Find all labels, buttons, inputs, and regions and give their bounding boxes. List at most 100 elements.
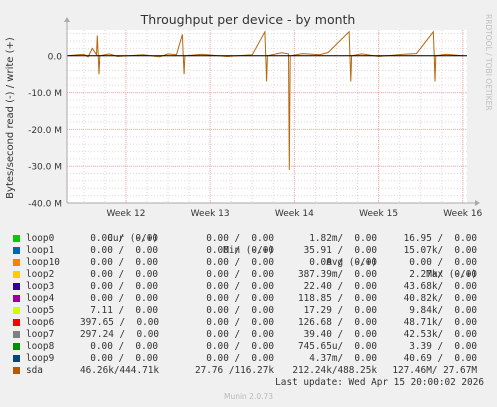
y-axis-label: Bytes/second read (-) / write (+) [5, 37, 16, 199]
legend-row-loop2: loop2 0.00 / 0.00 0.00 / 0.00 387.39m/ 0.00… [0, 269, 497, 281]
legend-avg: 1.82m/ 0.00 [309, 233, 377, 244]
legend-row-loop6: loop6 397.65 / 0.00 0.00 / 0.00 126.68 / 0.… [0, 317, 497, 329]
last-update: Last update: Wed Apr 15 20:00:02 2026 [275, 377, 484, 388]
legend-row-loop3: loop3 0.00 / 0.00 0.00 / 0.00 22.40 / 0.00 4… [0, 281, 497, 293]
y-tick-label: -20.0 M [28, 126, 62, 136]
legend-row-sda: sda 46.26k/444.71k 27.76 /116.27k 212.24k/4… [0, 365, 497, 377]
legend-cur: 0.00 / 0.00 [90, 341, 158, 352]
legend-cur: 46.26k/444.71k [80, 365, 160, 376]
legend-swatch [13, 343, 20, 350]
legend-cur: 0.00 / 0.00 [90, 257, 158, 268]
legend-avg: 118.85 / 0.00 [297, 293, 377, 304]
legend-min: 0.00 / 0.00 [206, 305, 274, 316]
legend-max: 15.07k/ 0.00 [403, 245, 477, 256]
legend-name: loop9 [26, 353, 55, 364]
x-tick-label: Week 16 [443, 209, 482, 219]
legend-max: 40.69 / 0.00 [403, 353, 477, 364]
legend-swatch [13, 367, 20, 374]
legend-max: 9.84k/ 0.00 [409, 305, 477, 316]
legend-swatch [13, 307, 20, 314]
legend-avg: 387.39m/ 0.00 [297, 269, 377, 280]
legend-row-loop8: loop8 0.00 / 0.00 0.00 / 0.00 745.65u/ 0.00… [0, 341, 497, 353]
legend-min: 27.76 /116.27k [194, 365, 274, 376]
legend-max: 43.68k/ 0.00 [403, 281, 477, 292]
legend-name: loop10 [26, 257, 60, 268]
legend-name: loop0 [26, 233, 55, 244]
legend-avg: 212.24k/488.25k [292, 365, 377, 376]
legend-avg: 35.91 / 0.00 [303, 245, 377, 256]
legend-min: 0.00 / 0.00 [206, 245, 274, 256]
throughput-chart: Throughput per device - by month Bytes/s… [5, 12, 493, 219]
legend-cur: 0.00 / 0.00 [90, 293, 158, 304]
x-tick-label: Week 15 [359, 209, 398, 219]
legend-name: loop4 [26, 293, 55, 304]
legend-max: 127.46M/ 27.67M [392, 365, 477, 376]
legend-cur: 0.00 / 0.00 [90, 353, 158, 364]
legend-min: 0.00 / 0.00 [206, 341, 274, 352]
legend-row-loop9: loop9 0.00 / 0.00 0.00 / 0.00 4.37m/ 0.00 40… [0, 353, 497, 365]
chart-title: Throughput per device - by month [140, 12, 356, 27]
legend-swatch [13, 331, 20, 338]
legend-swatch [13, 319, 20, 326]
legend-header-min: Min (-/+) [223, 245, 274, 256]
legend-swatch [13, 259, 20, 266]
legend-avg: 17.29 / 0.00 [303, 305, 377, 316]
legend-header-max: Max (-/+) [426, 269, 477, 280]
legend-max: 40.82k/ 0.00 [403, 293, 477, 304]
legend-header-avg: Avg (-/+) [326, 257, 377, 268]
legend-min: 0.00 / 0.00 [206, 257, 274, 268]
legend-cur: 297.24 / 0.00 [80, 329, 160, 340]
legend-row-loop7: loop7 297.24 / 0.00 0.00 / 0.00 39.40 / 0.0… [0, 329, 497, 341]
legend-name: loop2 [26, 269, 55, 280]
x-tick-label: Week 12 [106, 209, 145, 219]
rrdtool-watermark: RRDTOOL / TOBI OETIKER [484, 14, 493, 111]
legend-cur: 397.65 / 0.00 [80, 317, 160, 328]
legend-header: Cur (-/+) Min (-/+) Avg (-/+) Max (-/+) [0, 221, 497, 280]
x-tick-label: Week 14 [275, 209, 314, 219]
legend-cur: 0.00 / 0.00 [90, 269, 158, 280]
legend-name: loop3 [26, 281, 55, 292]
y-tick-label: -10.0 M [28, 89, 62, 99]
legend-name: loop5 [26, 305, 55, 316]
legend-name: loop7 [26, 329, 55, 340]
y-tick-label: 0.0 [48, 52, 63, 62]
legend-min: 0.00 / 0.00 [206, 269, 274, 280]
legend-min: 0.00 / 0.00 [206, 281, 274, 292]
legend-cur: 7.11 / 0.00 [90, 305, 158, 316]
legend-min: 0.00 / 0.00 [206, 317, 274, 328]
legend-max: 16.95 / 0.00 [403, 233, 477, 244]
x-axis-arrow [475, 200, 480, 206]
legend-avg: 4.37m/ 0.00 [309, 353, 377, 364]
legend-min: 0.00 / 0.00 [206, 329, 274, 340]
legend-swatch [13, 295, 20, 302]
legend-swatch [13, 355, 20, 362]
legend-cur: 0.00 / 0.00 [90, 245, 158, 256]
legend-row-loop4: loop4 0.00 / 0.00 0.00 / 0.00 118.85 / 0.00… [0, 293, 497, 305]
y-tick-label: -40.0 M [28, 200, 62, 210]
legend-cur: 0.00 / 0.00 [90, 233, 158, 244]
legend-min: 0.00 / 0.00 [206, 233, 274, 244]
legend-min: 0.00 / 0.00 [206, 353, 274, 364]
legend-avg: 0.00 / 0.00 [309, 257, 377, 268]
legend-header-cur: Cur (-/+) [107, 233, 158, 244]
legend-max: 3.39 / 0.00 [409, 341, 477, 352]
y-axis-arrow [64, 17, 70, 22]
legend-max: 42.53k/ 0.00 [403, 329, 477, 340]
legend-max: 48.71k/ 0.00 [403, 317, 477, 328]
legend-row-loop0: loop0 0.00 / 0.00 0.00 / 0.00 1.82m/ 0.00 16… [0, 233, 497, 245]
legend-name: sda [26, 365, 43, 376]
legend-max: 0.00 / 0.00 [409, 257, 477, 268]
legend-swatch [13, 235, 20, 242]
legend-min: 0.00 / 0.00 [206, 293, 274, 304]
legend-row-loop5: loop5 7.11 / 0.00 0.00 / 0.00 17.29 / 0.00 9… [0, 305, 497, 317]
legend-name: loop8 [26, 341, 55, 352]
munin-version: Munin 2.0.73 [223, 392, 274, 401]
legend-max: 2.27k/ 0.00 [409, 269, 477, 280]
y-tick-label: -30.0 M [28, 163, 62, 173]
legend-avg: 39.40 / 0.00 [303, 329, 377, 340]
legend-cur: 0.00 / 0.00 [90, 281, 158, 292]
legend-name: loop6 [26, 317, 55, 328]
legend-name: loop1 [26, 245, 55, 256]
legend-swatch [13, 283, 20, 290]
legend-avg: 126.68 / 0.00 [297, 317, 377, 328]
